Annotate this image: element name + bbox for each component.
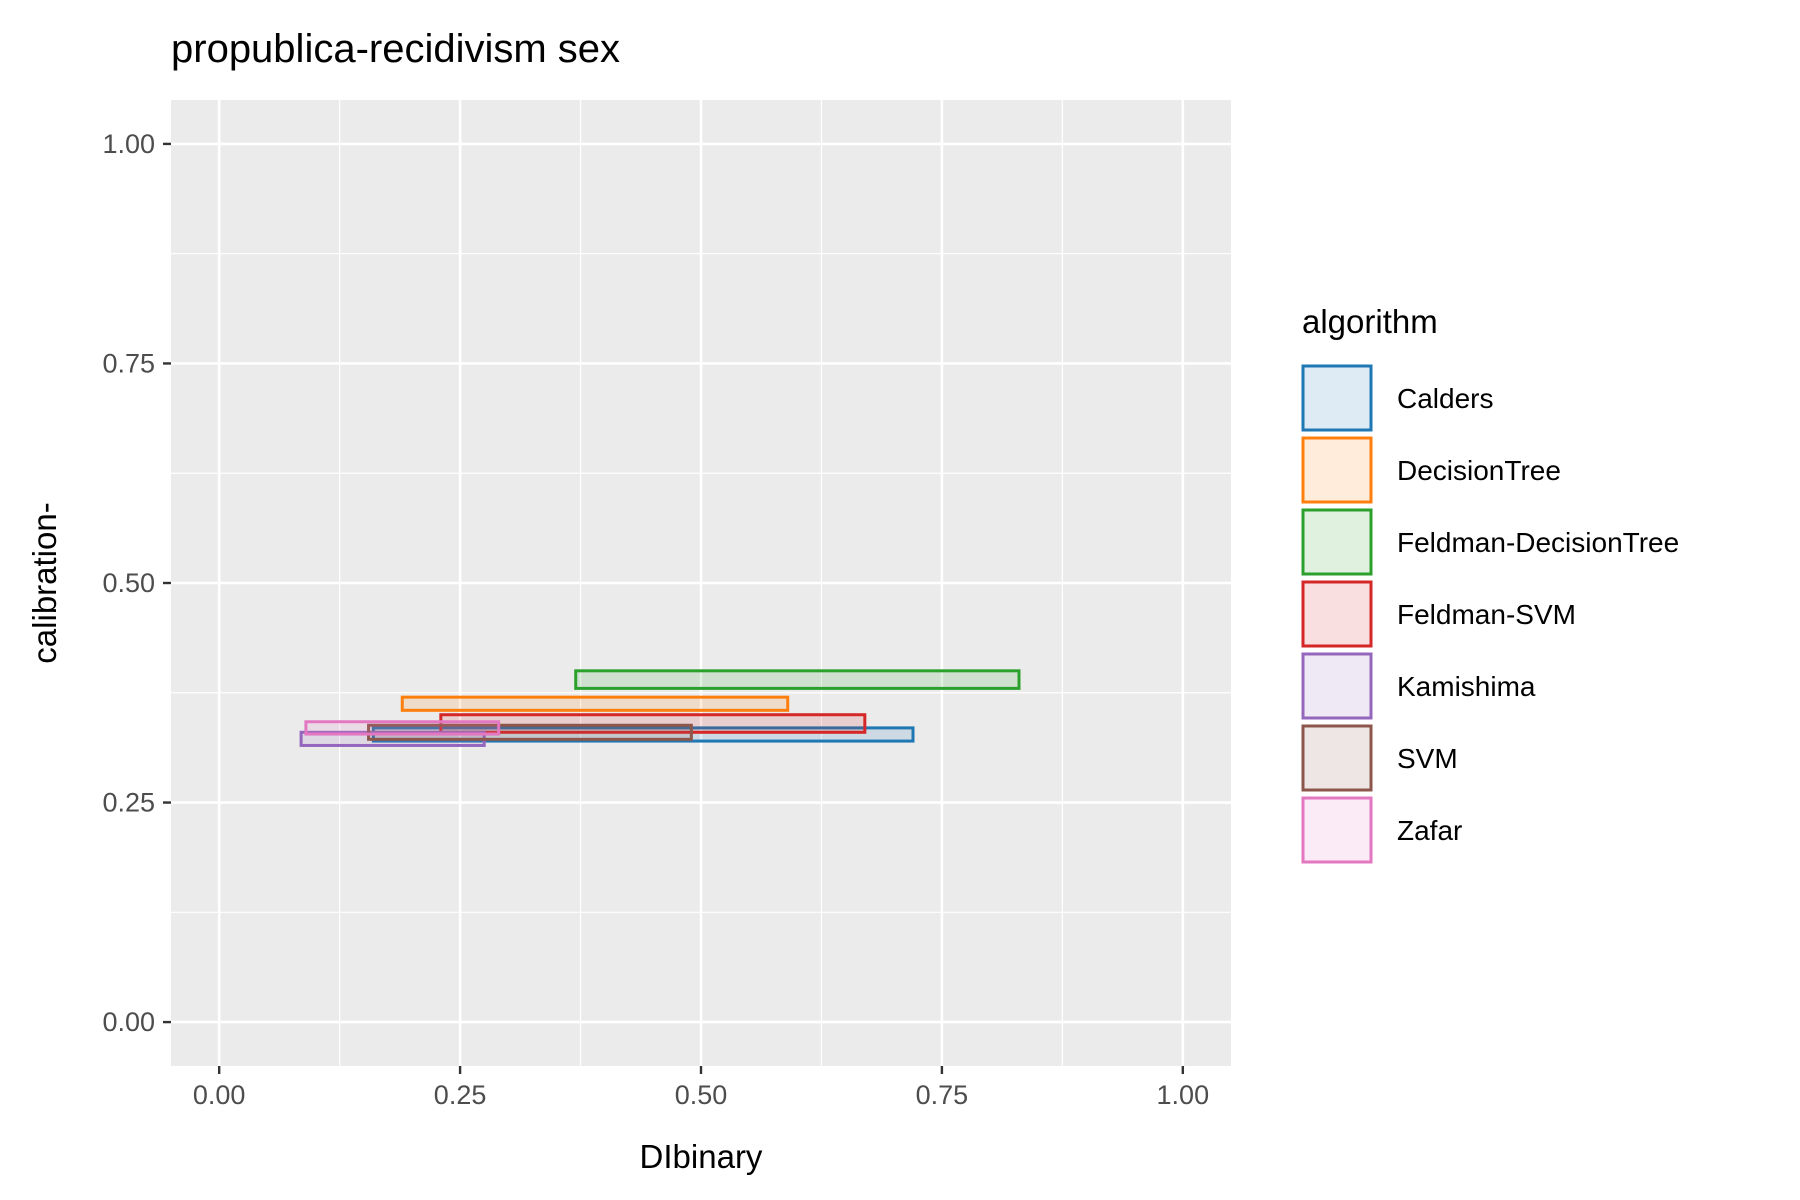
legend: algorithm Calders DecisionTree Feldman-Dec… bbox=[1301, 303, 1679, 864]
x-tick-label: 0.00 bbox=[193, 1080, 246, 1110]
x-tick-label: 0.75 bbox=[916, 1080, 969, 1110]
y-tick-label: 0.75 bbox=[102, 348, 155, 378]
y-tick-label: 0.00 bbox=[102, 1007, 155, 1037]
legend-title: algorithm bbox=[1302, 303, 1438, 340]
legend-key-calders bbox=[1301, 364, 1373, 432]
y-tick-label: 1.00 bbox=[102, 129, 155, 159]
legend-key-decisiontree bbox=[1301, 436, 1373, 504]
legend-key-feldman-decisiontree bbox=[1301, 508, 1373, 576]
y-tick-label: 0.25 bbox=[102, 788, 155, 818]
rect-decisiontree bbox=[400, 695, 790, 712]
legend-key-kamishima bbox=[1301, 652, 1373, 720]
legend-label: DecisionTree bbox=[1397, 455, 1561, 486]
rect-zafar bbox=[304, 720, 501, 736]
legend-label: Feldman-SVM bbox=[1397, 599, 1576, 630]
rect-feldman-svm bbox=[439, 713, 867, 734]
x-tick-label: 1.00 bbox=[1157, 1080, 1210, 1110]
data-rects bbox=[299, 669, 1021, 747]
legend-label: Calders bbox=[1397, 383, 1493, 414]
legend-label: Feldman-DecisionTree bbox=[1397, 527, 1679, 558]
y-axis: 0.00 0.25 0.50 0.75 1.00 bbox=[102, 129, 171, 1037]
rect-svm bbox=[367, 723, 693, 741]
y-axis-title: calibration- bbox=[26, 502, 63, 663]
legend-key-feldman-svm bbox=[1301, 580, 1373, 648]
x-tick-label: 0.25 bbox=[434, 1080, 487, 1110]
rect-feldman-decisiontree bbox=[574, 669, 1021, 690]
grid-major bbox=[171, 100, 1231, 1066]
chart-title: propublica-recidivism sex bbox=[171, 27, 620, 71]
legend-label: SVM bbox=[1397, 743, 1458, 774]
legend-key-svm bbox=[1301, 724, 1373, 792]
x-axis-title: DIbinary bbox=[640, 1138, 763, 1175]
x-tick-label: 0.50 bbox=[675, 1080, 728, 1110]
legend-label: Zafar bbox=[1397, 815, 1462, 846]
x-axis: 0.00 0.25 0.50 0.75 1.00 bbox=[193, 1066, 1209, 1110]
legend-items: Calders DecisionTree Feldman-DecisionTree F… bbox=[1301, 364, 1679, 864]
y-tick-label: 0.50 bbox=[102, 568, 155, 598]
legend-key-zafar bbox=[1301, 796, 1373, 864]
legend-label: Kamishima bbox=[1397, 671, 1536, 702]
